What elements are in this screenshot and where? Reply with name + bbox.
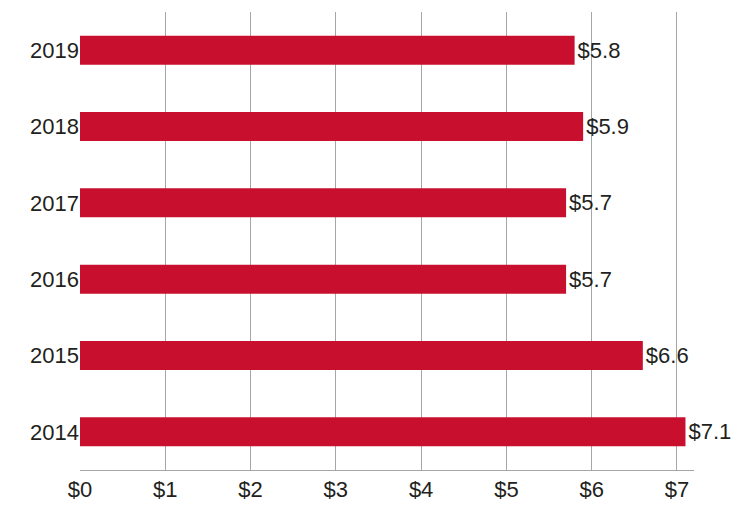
svg-text:2014: 2014 [30,420,79,445]
svg-text:$7: $7 [665,477,689,502]
svg-text:2017: 2017 [30,191,79,216]
svg-text:$5.7: $5.7 [569,190,612,215]
svg-text:$5.8: $5.8 [578,38,621,63]
svg-text:$5.9: $5.9 [586,114,629,139]
svg-text:$1: $1 [153,477,177,502]
svg-text:$6.6: $6.6 [646,343,689,368]
svg-text:$0: $0 [68,477,92,502]
svg-text:2018: 2018 [30,114,79,139]
svg-text:$3: $3 [324,477,348,502]
svg-text:$7.1: $7.1 [688,419,731,444]
svg-text:2016: 2016 [30,267,79,292]
svg-text:$2: $2 [238,477,262,502]
svg-text:2019: 2019 [30,38,79,63]
svg-text:2015: 2015 [30,343,79,368]
svg-text:$4: $4 [409,477,433,502]
svg-text:$6: $6 [579,477,603,502]
svg-text:$5: $5 [494,477,518,502]
svg-text:$5.7: $5.7 [569,267,612,292]
